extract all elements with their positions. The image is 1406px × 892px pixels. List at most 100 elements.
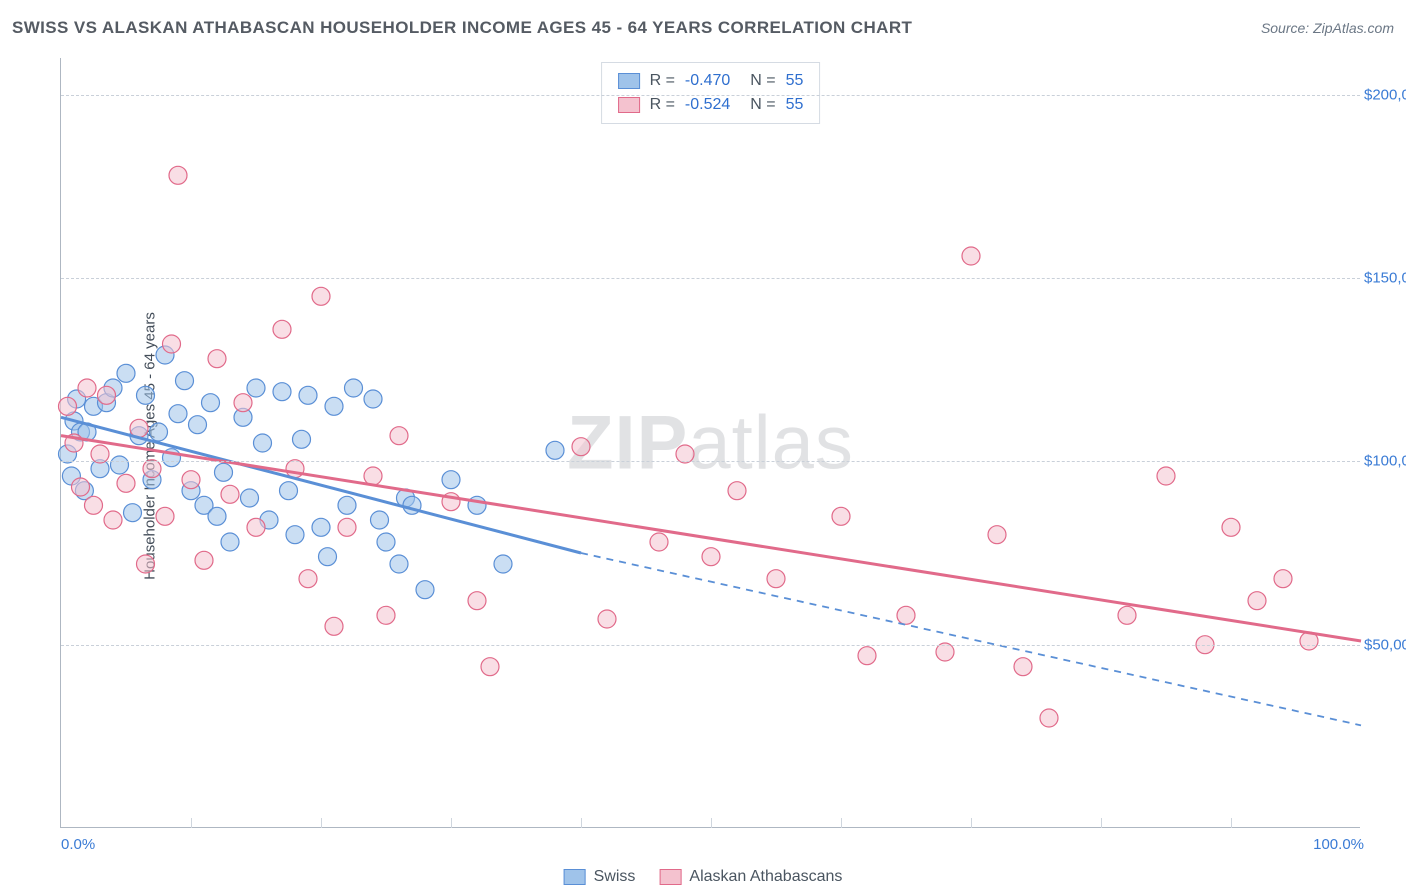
- data-point: [124, 504, 142, 522]
- data-point: [858, 647, 876, 665]
- data-point: [247, 379, 265, 397]
- data-point: [59, 397, 77, 415]
- data-point: [364, 390, 382, 408]
- data-point: [202, 394, 220, 412]
- data-point: [468, 592, 486, 610]
- data-point: [390, 427, 408, 445]
- data-point: [546, 441, 564, 459]
- gridline-h: [61, 645, 1360, 646]
- y-tick-label: $150,000: [1364, 270, 1406, 287]
- data-point: [117, 364, 135, 382]
- gridline-h: [61, 278, 1360, 279]
- data-point: [150, 423, 168, 441]
- data-point: [182, 471, 200, 489]
- data-point: [377, 533, 395, 551]
- data-point: [286, 526, 304, 544]
- data-point: [312, 518, 330, 536]
- x-minor-tick: [841, 818, 842, 828]
- data-point: [98, 386, 116, 404]
- data-point: [319, 548, 337, 566]
- data-point: [1274, 570, 1292, 588]
- data-point: [221, 485, 239, 503]
- data-point: [156, 507, 174, 525]
- legend-bottom: Swiss Alaskan Athabascans: [564, 868, 843, 886]
- x-minor-tick: [1231, 818, 1232, 828]
- data-point: [767, 570, 785, 588]
- legend-label: Alaskan Athabascans: [689, 868, 842, 886]
- data-point: [1118, 606, 1136, 624]
- y-tick-label: $200,000: [1364, 86, 1406, 103]
- legend-swatch: [564, 869, 586, 885]
- data-point: [1157, 467, 1175, 485]
- data-point: [169, 166, 187, 184]
- data-point: [273, 383, 291, 401]
- gridline-h: [61, 461, 1360, 462]
- data-point: [1014, 658, 1032, 676]
- legend-swatch: [659, 869, 681, 885]
- data-point: [189, 416, 207, 434]
- data-point: [1222, 518, 1240, 536]
- data-point: [254, 434, 272, 452]
- data-point: [299, 386, 317, 404]
- x-minor-tick: [581, 818, 582, 828]
- gridline-h: [61, 95, 1360, 96]
- data-point: [280, 482, 298, 500]
- data-point: [494, 555, 512, 573]
- x-minor-tick: [711, 818, 712, 828]
- data-point: [345, 379, 363, 397]
- y-tick-label: $50,000: [1364, 636, 1406, 653]
- data-point: [176, 372, 194, 390]
- data-point: [117, 474, 135, 492]
- x-minor-tick: [321, 818, 322, 828]
- data-point: [137, 386, 155, 404]
- data-point: [728, 482, 746, 500]
- data-point: [163, 335, 181, 353]
- data-point: [137, 555, 155, 573]
- data-point: [338, 496, 356, 514]
- data-point: [598, 610, 616, 628]
- data-point: [215, 463, 233, 481]
- x-tick-label: 0.0%: [61, 836, 95, 853]
- data-point: [1248, 592, 1266, 610]
- data-point: [371, 511, 389, 529]
- x-minor-tick: [971, 818, 972, 828]
- data-point: [78, 379, 96, 397]
- data-point: [111, 456, 129, 474]
- data-point: [273, 320, 291, 338]
- plot-area: ZIPatlas R = -0.470 N = 55 R = -0.524 N …: [60, 58, 1360, 828]
- data-point: [1040, 709, 1058, 727]
- legend-bottom-item: Swiss: [564, 868, 636, 886]
- data-point: [312, 287, 330, 305]
- x-tick-label: 100.0%: [1313, 836, 1364, 853]
- x-minor-tick: [1101, 818, 1102, 828]
- data-point: [169, 405, 187, 423]
- data-point: [195, 551, 213, 569]
- chart-svg: [61, 58, 1360, 827]
- data-point: [325, 397, 343, 415]
- data-point: [338, 518, 356, 536]
- data-point: [442, 471, 460, 489]
- x-minor-tick: [191, 818, 192, 828]
- data-point: [364, 467, 382, 485]
- data-point: [325, 617, 343, 635]
- data-point: [832, 507, 850, 525]
- data-point: [104, 511, 122, 529]
- data-point: [247, 518, 265, 536]
- data-point: [650, 533, 668, 551]
- data-point: [897, 606, 915, 624]
- data-point: [72, 478, 90, 496]
- x-minor-tick: [451, 818, 452, 828]
- data-point: [299, 570, 317, 588]
- data-point: [234, 394, 252, 412]
- data-point: [936, 643, 954, 661]
- data-point: [702, 548, 720, 566]
- legend-bottom-item: Alaskan Athabascans: [659, 868, 842, 886]
- data-point: [988, 526, 1006, 544]
- data-point: [390, 555, 408, 573]
- y-tick-label: $100,000: [1364, 453, 1406, 470]
- data-point: [241, 489, 259, 507]
- data-point: [293, 430, 311, 448]
- chart-container: SWISS VS ALASKAN ATHABASCAN HOUSEHOLDER …: [0, 0, 1406, 892]
- data-point: [208, 507, 226, 525]
- title-row: SWISS VS ALASKAN ATHABASCAN HOUSEHOLDER …: [12, 18, 1394, 38]
